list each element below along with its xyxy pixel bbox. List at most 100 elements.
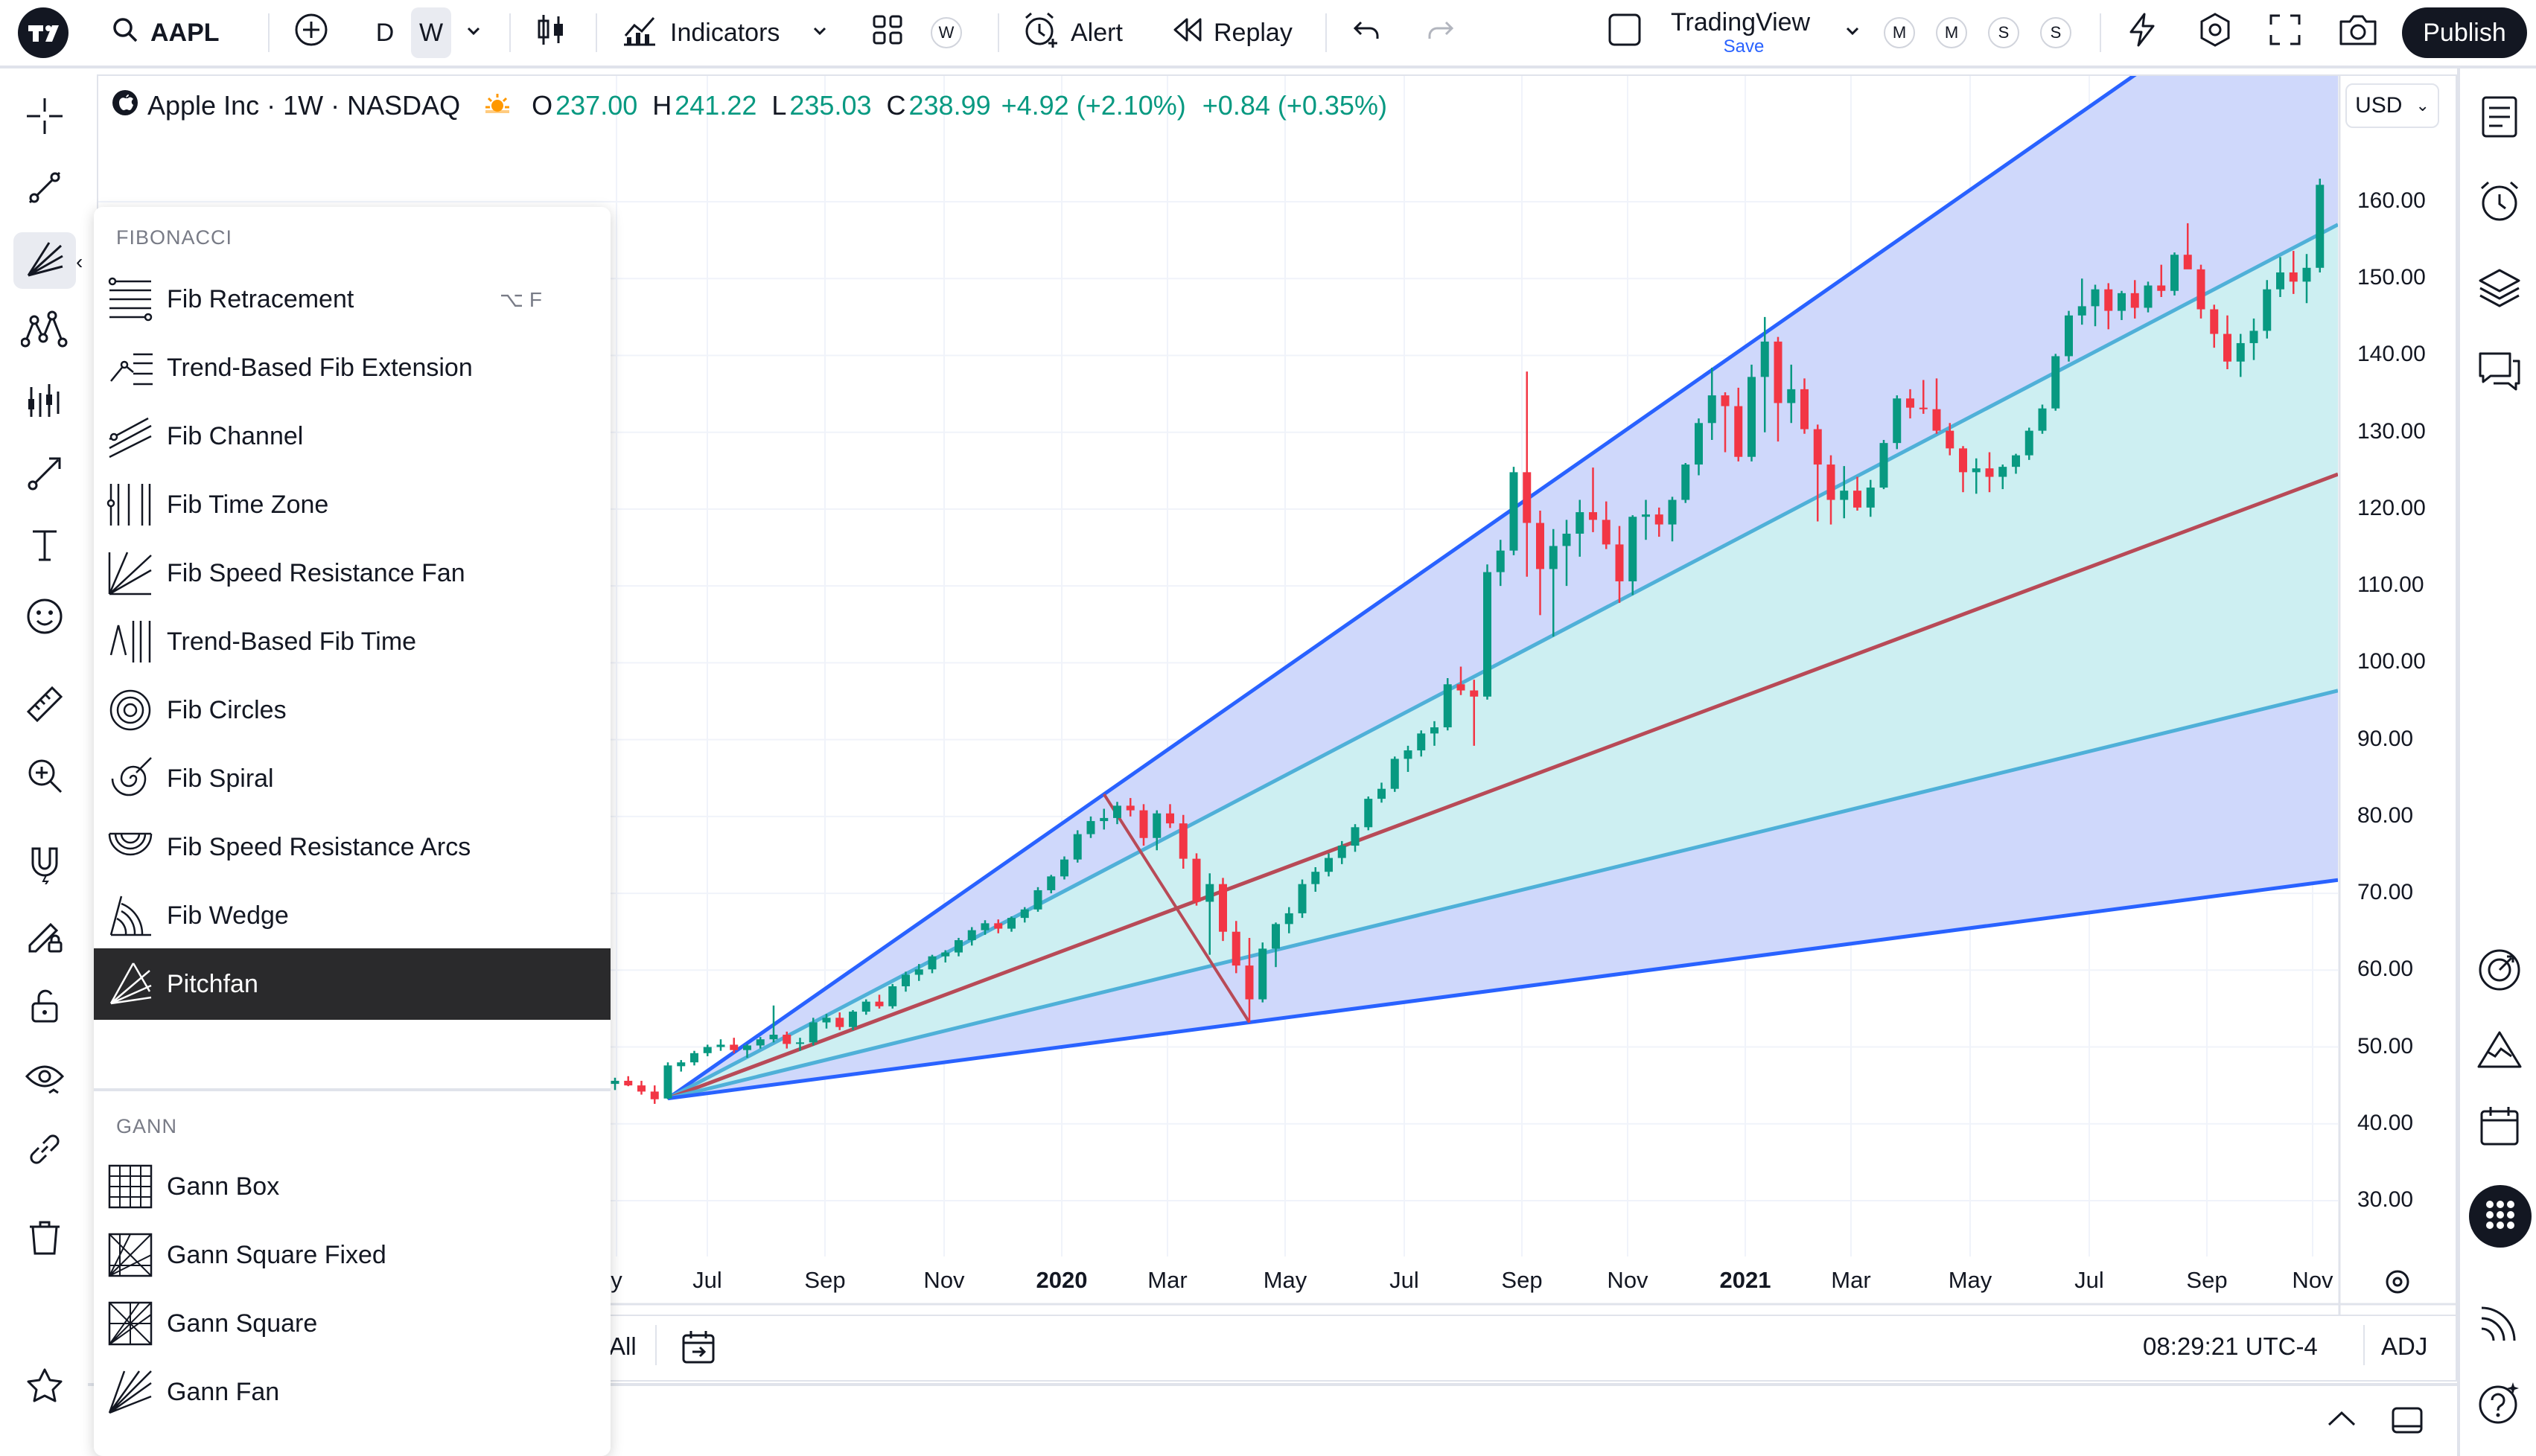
- symbol-label: AAPL: [150, 18, 220, 47]
- compare-symbol-button[interactable]: [293, 0, 329, 66]
- indicators-button[interactable]: Indicators: [621, 0, 830, 66]
- streams-button[interactable]: [2473, 1298, 2526, 1350]
- trading-panel-button[interactable]: [2473, 945, 2526, 997]
- adj-toggle[interactable]: ADJ: [2381, 1332, 2428, 1360]
- menu-item-fib-retracement[interactable]: Fib Retracement ⌥ F: [94, 264, 611, 335]
- menu-item-fib-channel[interactable]: Fib Channel: [94, 400, 611, 472]
- menu-item-trend-fib-extension[interactable]: Trend-Based Fib Extension: [94, 332, 611, 403]
- products-button[interactable]: [2469, 1185, 2532, 1248]
- tradingview-logo-icon[interactable]: [18, 0, 69, 66]
- change-value: +4.92 (+2.10%): [1001, 90, 1186, 121]
- search-icon: [110, 15, 140, 51]
- alerts-button[interactable]: [2473, 177, 2526, 229]
- menu-item-gann-fan[interactable]: Gann Fan: [94, 1356, 611, 1428]
- divider: [509, 13, 511, 52]
- brush-tool[interactable]: [13, 447, 76, 503]
- remove-drawings-tool[interactable]: [13, 1210, 76, 1267]
- menu-item-label: Fib Retracement: [167, 284, 354, 313]
- menu-item-fib-wedge[interactable]: Fib Wedge: [94, 880, 611, 951]
- fullscreen-button[interactable]: [2268, 0, 2302, 66]
- axis-settings-icon[interactable]: [2383, 1267, 2412, 1300]
- object-tree-button[interactable]: [2473, 262, 2526, 314]
- range-all-button[interactable]: All: [609, 1332, 637, 1360]
- menu-item-fib-time-zone[interactable]: Fib Time Zone: [94, 469, 611, 540]
- prediction-tool[interactable]: [13, 375, 76, 432]
- watchlist-m1[interactable]: M: [1884, 0, 1915, 66]
- time-tick-label: May: [1948, 1267, 1992, 1293]
- menu-item-fib-arcs[interactable]: Fib Speed Resistance Arcs: [94, 811, 611, 883]
- text-tool[interactable]: [13, 518, 76, 575]
- layout-select-checkbox[interactable]: [1607, 0, 1643, 66]
- menu-item-pitchfan[interactable]: Pitchfan: [94, 948, 611, 1020]
- snapshot-button[interactable]: [2338, 0, 2378, 66]
- undo-button[interactable]: [1351, 0, 1383, 66]
- price-tick-label: 50.00: [2357, 1033, 2414, 1059]
- layout-save-link[interactable]: Save: [1723, 36, 1765, 57]
- layout-dropdown[interactable]: [1842, 0, 1863, 66]
- measure-tool[interactable]: [13, 677, 76, 734]
- lock-drawings-tool[interactable]: [13, 980, 76, 1036]
- menu-item-gann-square-fixed[interactable]: Gann Square Fixed: [94, 1219, 611, 1291]
- smiley-icon: [24, 596, 66, 641]
- hide-drawings-tool[interactable]: [13, 1051, 76, 1108]
- divider: [268, 13, 270, 52]
- goto-date-icon[interactable]: [679, 1328, 719, 1374]
- layouts-button[interactable]: W: [871, 0, 962, 66]
- chevron-down-icon: [1842, 19, 1863, 48]
- watchlist-m2[interactable]: M: [1936, 0, 1967, 66]
- maximize-panel-icon[interactable]: [2389, 1404, 2426, 1440]
- top-toolbar: AAPL D W Indicators W Alert Replay Tradi…: [0, 0, 2536, 68]
- chevron-up-icon[interactable]: [2323, 1404, 2360, 1437]
- chats-button[interactable]: [2473, 347, 2526, 399]
- symbol-search[interactable]: AAPL: [110, 0, 220, 66]
- currency-select[interactable]: USD ⌄: [2345, 83, 2439, 128]
- layout-name-button[interactable]: TradingView Save: [1671, 7, 1842, 61]
- menu-item-gann-square[interactable]: Gann Square: [94, 1288, 611, 1359]
- help-question-icon: [2476, 1379, 2523, 1431]
- clock-label[interactable]: 08:29:21 UTC-4: [2143, 1332, 2318, 1360]
- emoji-tool[interactable]: [13, 590, 76, 646]
- zoom-tool[interactable]: [13, 749, 76, 805]
- watchlist-button[interactable]: [2473, 92, 2526, 144]
- gann-header: GANN: [116, 1115, 178, 1137]
- menu-item-gann-box[interactable]: Gann Box: [94, 1151, 611, 1222]
- price-tick-label: 140.00: [2357, 342, 2426, 367]
- ideas-button[interactable]: [2473, 1024, 2526, 1076]
- fib-tools-group[interactable]: [13, 232, 76, 289]
- time-tick-label: May: [1263, 1267, 1307, 1293]
- collapse-chevron-icon[interactable]: ‹: [76, 250, 83, 273]
- quick-search-button[interactable]: [2124, 0, 2161, 66]
- symbol-title[interactable]: Apple Inc · 1W · NASDAQ: [147, 90, 461, 121]
- replay-button[interactable]: Replay: [1170, 0, 1293, 66]
- watchlist-s1[interactable]: S: [1988, 0, 2019, 66]
- patterns-tool[interactable]: [13, 304, 76, 360]
- menu-item-trend-fib-time[interactable]: Trend-Based Fib Time: [94, 606, 611, 677]
- menu-item-fib-speed-fan[interactable]: Fib Speed Resistance Fan: [94, 537, 611, 609]
- settings-button[interactable]: [2196, 0, 2234, 66]
- interval-d-button[interactable]: D: [365, 0, 405, 66]
- menu-item-label: Pitchfan: [167, 969, 258, 998]
- stay-in-drawing-tool[interactable]: [13, 908, 76, 965]
- crosshair-tool[interactable]: [13, 89, 76, 146]
- chart-type-button[interactable]: [535, 0, 567, 66]
- menu-item-label: Fib Channel: [167, 421, 304, 450]
- watchlist-s2[interactable]: S: [2040, 0, 2071, 66]
- help-button[interactable]: [2473, 1379, 2526, 1431]
- calendar-button[interactable]: [2473, 1102, 2526, 1154]
- menu-item-fib-spiral[interactable]: Fib Spiral: [94, 743, 611, 814]
- star-icon: [24, 1365, 66, 1411]
- magnet-icon: [24, 843, 66, 888]
- high-value: 241.22: [675, 90, 757, 121]
- interval-dropdown[interactable]: [463, 0, 484, 66]
- change-value-2: +0.84 (+0.35%): [1202, 90, 1387, 121]
- interval-w-button[interactable]: W: [411, 7, 451, 58]
- time-tick-label: Jul: [2074, 1267, 2104, 1293]
- magnet-tool[interactable]: [13, 837, 76, 893]
- menu-item-fib-circles[interactable]: Fib Circles: [94, 674, 611, 746]
- trend-line-tool[interactable]: [13, 161, 76, 217]
- publish-button[interactable]: Publish: [2402, 7, 2527, 58]
- redo-button[interactable]: [1424, 0, 1456, 66]
- favorites-tool[interactable]: [13, 1359, 76, 1416]
- link-drawings-tool[interactable]: [13, 1123, 76, 1179]
- alert-button[interactable]: Alert: [1022, 0, 1123, 66]
